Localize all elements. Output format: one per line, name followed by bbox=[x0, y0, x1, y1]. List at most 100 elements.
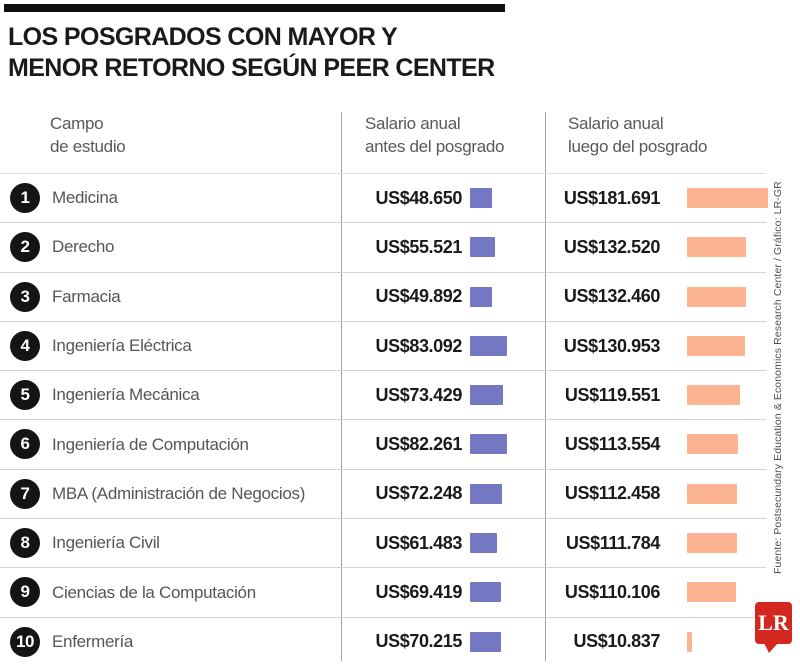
field-of-study-label: Ingeniería Civil bbox=[52, 533, 160, 553]
rank-number: 4 bbox=[20, 335, 30, 355]
rank-number: 5 bbox=[20, 385, 30, 405]
column-header-before-line2: antes del posgrado bbox=[365, 136, 505, 156]
column-divider-2 bbox=[545, 112, 546, 661]
rank-badge: 4 bbox=[10, 330, 40, 361]
table-row: 3 Farmacia US$49.892 US$132.460 bbox=[0, 271, 766, 321]
rank-badge: 2 bbox=[10, 232, 40, 263]
salary-before-value: US$69.419 bbox=[375, 582, 463, 603]
salary-before-bar bbox=[470, 237, 495, 258]
salary-before-value: US$61.483 bbox=[375, 532, 463, 553]
salary-after-value: US$110.106 bbox=[564, 582, 660, 603]
column-header-after-line1: Salario anual bbox=[568, 114, 664, 133]
source-note: Fuente: Postsecundary Education & Econom… bbox=[772, 181, 784, 574]
field-of-study-label: Ingeniería de Computación bbox=[52, 434, 249, 454]
column-header-before-line1: Salario anual bbox=[365, 114, 461, 133]
rank-number: 8 bbox=[20, 533, 30, 553]
field-of-study-label: Ingeniería Eléctrica bbox=[52, 336, 192, 356]
salary-before-value: US$82.261 bbox=[375, 434, 463, 455]
salary-before-bar bbox=[470, 335, 507, 356]
table-row: 8 Ingeniería Civil US$61.483 US$111.784 bbox=[0, 518, 766, 567]
rank-number: 7 bbox=[20, 483, 30, 503]
rank-badge: 5 bbox=[10, 380, 40, 411]
rank-badge: 3 bbox=[10, 281, 40, 312]
salary-after-value: US$10.837 bbox=[573, 631, 661, 652]
salary-before-bar bbox=[470, 533, 498, 554]
salary-after-bar bbox=[687, 533, 737, 554]
salary-before-bar bbox=[470, 286, 493, 307]
salary-after-value: US$130.953 bbox=[563, 335, 660, 356]
salary-after-bar bbox=[687, 582, 737, 603]
field-of-study-label: MBA (Administración de Negocios) bbox=[52, 483, 306, 503]
field-of-study-label: Derecho bbox=[52, 237, 115, 257]
salary-after-value: US$119.551 bbox=[564, 384, 660, 405]
table-row: 9 Ciencias de la Computación US$69.419 U… bbox=[0, 567, 766, 616]
rank-number: 10 bbox=[16, 631, 34, 651]
field-of-study-label: Enfermería bbox=[52, 631, 134, 651]
table-row: 6 Ingeniería de Computación US$82.261 US… bbox=[0, 419, 766, 468]
field-of-study-label: Ciencias de la Computación bbox=[52, 582, 256, 602]
rank-number: 3 bbox=[20, 286, 30, 306]
salary-before-value: US$70.215 bbox=[375, 631, 463, 652]
salary-after-value: US$112.458 bbox=[564, 483, 660, 504]
salary-before-bar bbox=[470, 385, 503, 406]
salary-before-value: US$72.248 bbox=[375, 483, 463, 504]
title-rule bbox=[4, 4, 505, 12]
ranking-table: 1 Medicina US$48.650 US$181.691 2 Derech… bbox=[0, 173, 768, 666]
salary-after-bar bbox=[687, 237, 747, 258]
salary-after-bar bbox=[687, 631, 692, 652]
salary-after-bar bbox=[687, 434, 738, 455]
page-title: LOS POSGRADOS CON MAYOR Y MENOR RETORNO … bbox=[8, 22, 495, 83]
column-divider-1 bbox=[341, 112, 342, 661]
table-row: 7 MBA (Administración de Negocios) US$72… bbox=[0, 468, 766, 518]
salary-before-bar bbox=[470, 483, 503, 504]
salary-after-bar bbox=[687, 335, 746, 356]
column-header-field-line1: Campo bbox=[50, 114, 104, 133]
rank-number: 1 bbox=[20, 188, 30, 207]
lr-logo-tail bbox=[764, 643, 778, 653]
column-header-field-line2: de estudio bbox=[50, 136, 126, 156]
field-of-study-label: Ingeniería Mecánica bbox=[52, 385, 200, 405]
salary-before-value: US$83.092 bbox=[375, 335, 463, 356]
column-header-after-line2: luego del posgrado bbox=[568, 136, 708, 156]
salary-before-bar bbox=[470, 188, 492, 208]
salary-before-bar bbox=[470, 631, 502, 652]
table-row: 10 Enfermería US$70.215 US$10.837 bbox=[0, 616, 766, 666]
rank-badge: 1 bbox=[10, 183, 40, 213]
rank-badge: 7 bbox=[10, 478, 40, 509]
salary-after-value: US$181.691 bbox=[563, 187, 660, 208]
salary-before-bar bbox=[470, 434, 507, 455]
salary-after-bar bbox=[687, 188, 768, 208]
lr-logo-text: LR bbox=[758, 610, 789, 635]
salary-before-value: US$55.521 bbox=[375, 236, 463, 257]
table-row: 4 Ingeniería Eléctrica US$83.092 US$130.… bbox=[0, 320, 766, 370]
column-header-field: Campo de estudio bbox=[50, 113, 126, 159]
page-title-line-2: MENOR RETORNO SEGÚN PEER CENTER bbox=[8, 53, 495, 82]
column-header-salary-before: Salario anual antes del posgrado bbox=[365, 113, 505, 159]
table-row: 2 Derecho US$55.521 US$132.520 bbox=[0, 222, 766, 271]
rank-badge: 8 bbox=[10, 528, 40, 559]
lr-logo: LR bbox=[755, 602, 792, 653]
salary-after-bar bbox=[687, 483, 738, 504]
rank-number: 6 bbox=[20, 434, 30, 454]
salary-before-value: US$48.650 bbox=[375, 187, 463, 208]
rank-number: 2 bbox=[20, 237, 30, 257]
salary-before-value: US$49.892 bbox=[375, 286, 463, 307]
page-title-line-1: LOS POSGRADOS CON MAYOR Y bbox=[8, 23, 398, 51]
rank-badge: 10 bbox=[10, 626, 40, 657]
salary-before-bar bbox=[470, 582, 501, 603]
table-row: 5 Ingeniería Mecánica US$73.429 US$119.5… bbox=[0, 370, 766, 419]
rank-badge: 6 bbox=[10, 429, 40, 460]
rank-badge: 9 bbox=[10, 577, 40, 608]
salary-after-bar bbox=[687, 385, 741, 406]
column-header-salary-after: Salario anual luego del posgrado bbox=[568, 113, 708, 159]
salary-after-bar bbox=[687, 286, 747, 307]
rank-number: 9 bbox=[20, 582, 30, 602]
salary-after-value: US$111.784 bbox=[565, 532, 661, 553]
salary-after-value: US$132.520 bbox=[563, 236, 660, 257]
salary-after-value: US$113.554 bbox=[564, 434, 660, 455]
table-row: 1 Medicina US$48.650 US$181.691 bbox=[0, 173, 768, 222]
salary-after-value: US$132.460 bbox=[563, 286, 660, 307]
field-of-study-label: Medicina bbox=[52, 188, 118, 208]
salary-before-value: US$73.429 bbox=[375, 384, 463, 405]
